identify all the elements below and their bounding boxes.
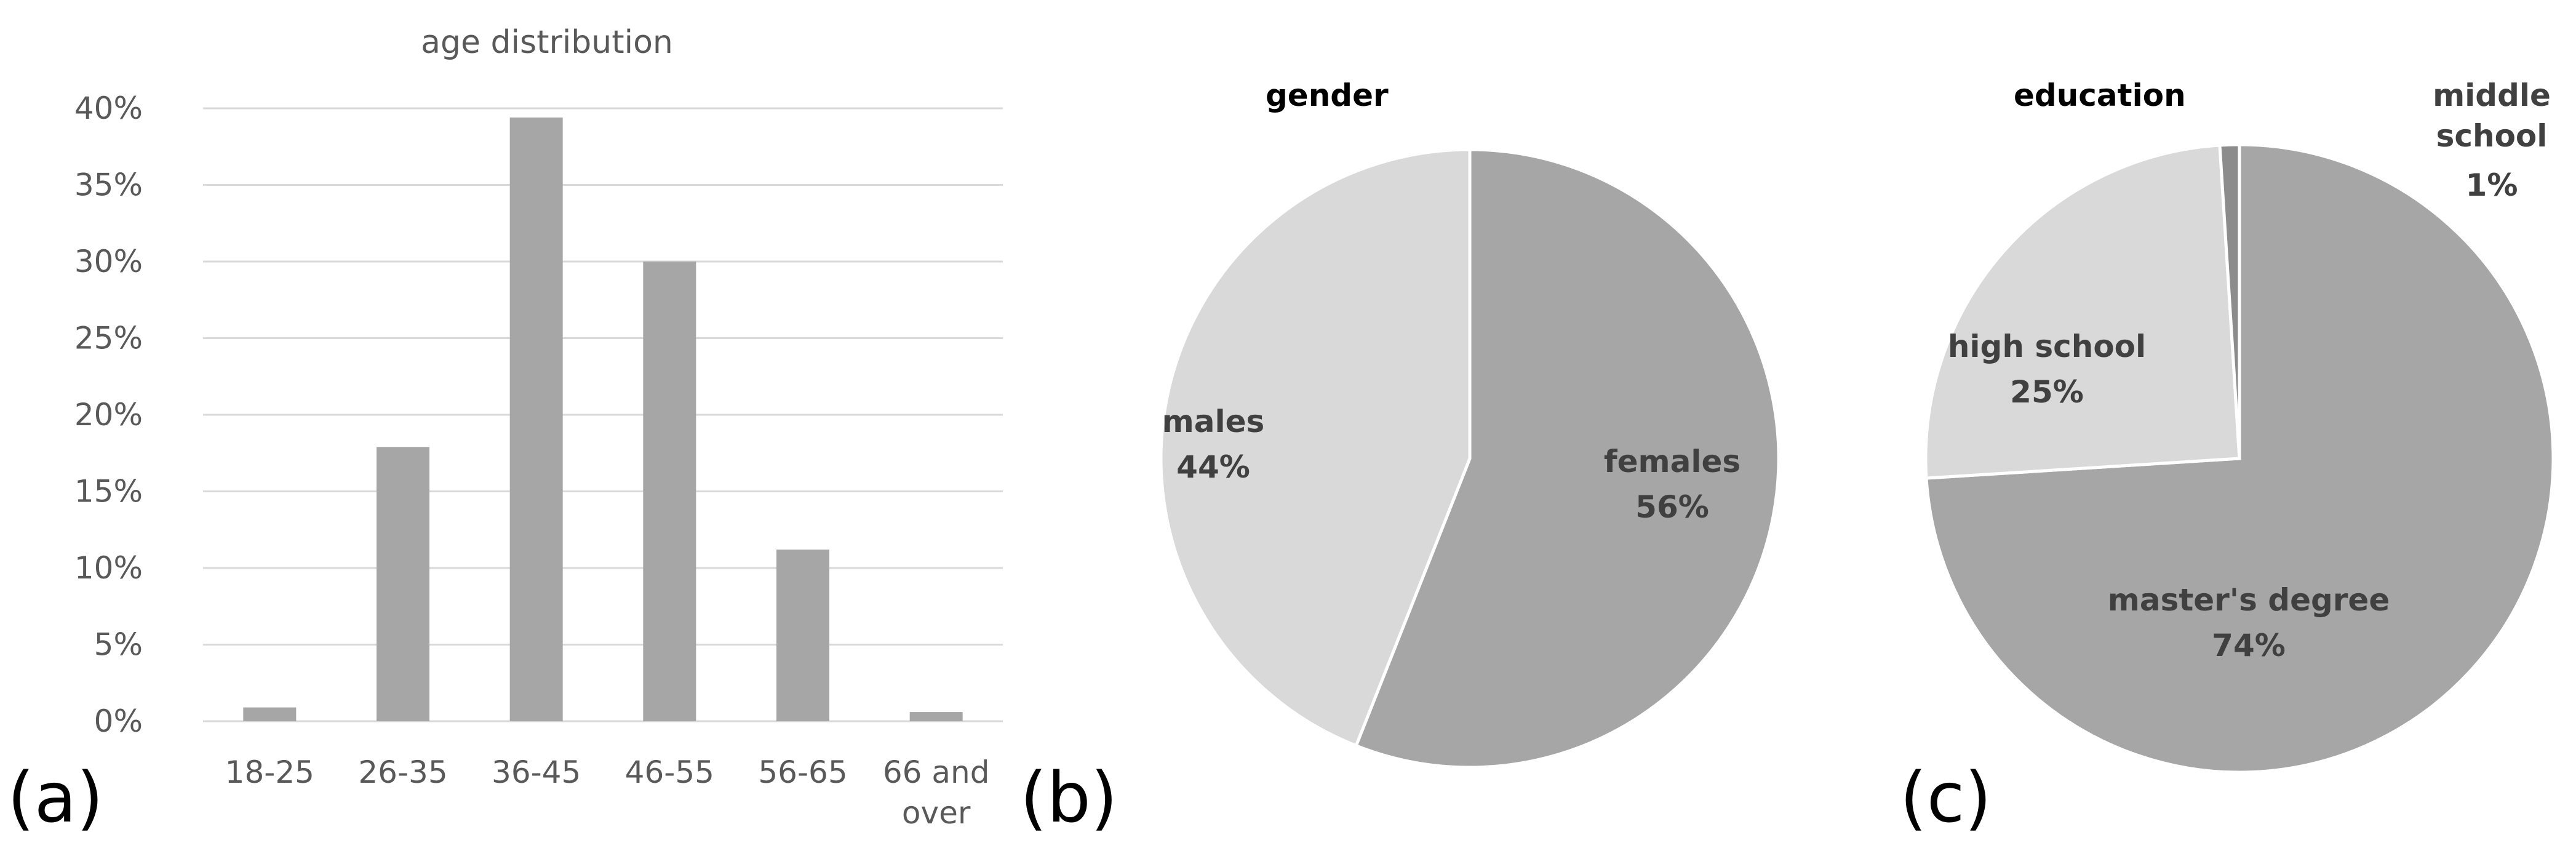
- y-tick-label: 10%: [74, 550, 143, 586]
- pie-slice-males: [1159, 148, 1472, 748]
- pie-label-percent: 74%: [2212, 628, 2286, 663]
- x-tick-label: over: [902, 795, 971, 831]
- pie-slice: [1924, 143, 2241, 480]
- bar-gridlines: [203, 107, 1003, 722]
- x-tick-label: 18-25: [225, 754, 314, 790]
- bar-series: [243, 117, 963, 721]
- y-tick-label: 15%: [74, 474, 143, 510]
- pie-label-name: high school: [1948, 329, 2146, 364]
- bar: [776, 550, 829, 721]
- pie-label-name: middle: [2433, 78, 2551, 113]
- bar: [643, 262, 696, 721]
- bar-y-tick-labels: 0% 5% 10% 15% 20% 25% 30% 35% 40%: [74, 90, 143, 739]
- y-tick-label: 20%: [74, 397, 143, 433]
- bar-chart-title: age distribution: [421, 24, 673, 61]
- pie-label-name: males: [1162, 404, 1265, 439]
- pie-label-name: master's degree: [2108, 582, 2390, 618]
- education-pie-slices: [1924, 143, 2555, 774]
- bar: [509, 117, 563, 721]
- pie-slice: [2218, 143, 2241, 459]
- gender-pie-title: gender: [1266, 78, 1389, 113]
- y-tick-label: 25%: [74, 321, 143, 356]
- education-pie-labels: master's degree 74% high school 25% middle sc…: [1948, 78, 2551, 663]
- y-tick-label: 35%: [74, 167, 143, 203]
- gender-pie-slices: [1159, 148, 1780, 769]
- bar: [243, 707, 297, 721]
- gender-pie-chart: gender females 56% males 44%: [1159, 78, 1780, 769]
- y-tick-label: 40%: [74, 90, 143, 126]
- x-tick-label: 46-55: [625, 754, 714, 790]
- x-tick-label: 26-35: [358, 754, 447, 790]
- pie-label-name: females: [1604, 444, 1741, 479]
- pie-label-name: school: [2436, 118, 2548, 154]
- x-tick-label: 56-65: [758, 754, 847, 790]
- panel-label-a: (a): [7, 758, 103, 838]
- bar: [909, 712, 963, 721]
- panel-label-b: (b): [1020, 758, 1117, 838]
- pie-label-percent: 25%: [2010, 374, 2084, 410]
- pie-label-percent: 1%: [2466, 167, 2518, 203]
- y-tick-label: 0%: [94, 703, 143, 739]
- bar-x-tick-labels: 18-25 26-35 36-45 46-55 56-65 66 and over: [225, 754, 990, 831]
- education-pie-chart: education master's degree 74% high school 2…: [1924, 78, 2555, 774]
- pie-label-percent: 44%: [1176, 449, 1250, 485]
- education-pie-title: education: [2014, 78, 2186, 113]
- bar: [377, 447, 429, 721]
- x-tick-label: 66 and: [883, 754, 990, 790]
- panel-label-c: (c): [1900, 758, 1992, 838]
- x-tick-label: 36-45: [492, 754, 581, 790]
- age-distribution-bar-chart: age distribution 0% 5% 10% 15% 20% 25% 30% 35% 4…: [74, 24, 1003, 831]
- pie-slice-females: [1354, 148, 1780, 769]
- pie-label-percent: 56%: [1635, 489, 1709, 525]
- y-tick-label: 30%: [74, 244, 143, 279]
- gender-pie-labels: females 56% males 44%: [1162, 404, 1741, 525]
- y-tick-label: 5%: [94, 627, 143, 663]
